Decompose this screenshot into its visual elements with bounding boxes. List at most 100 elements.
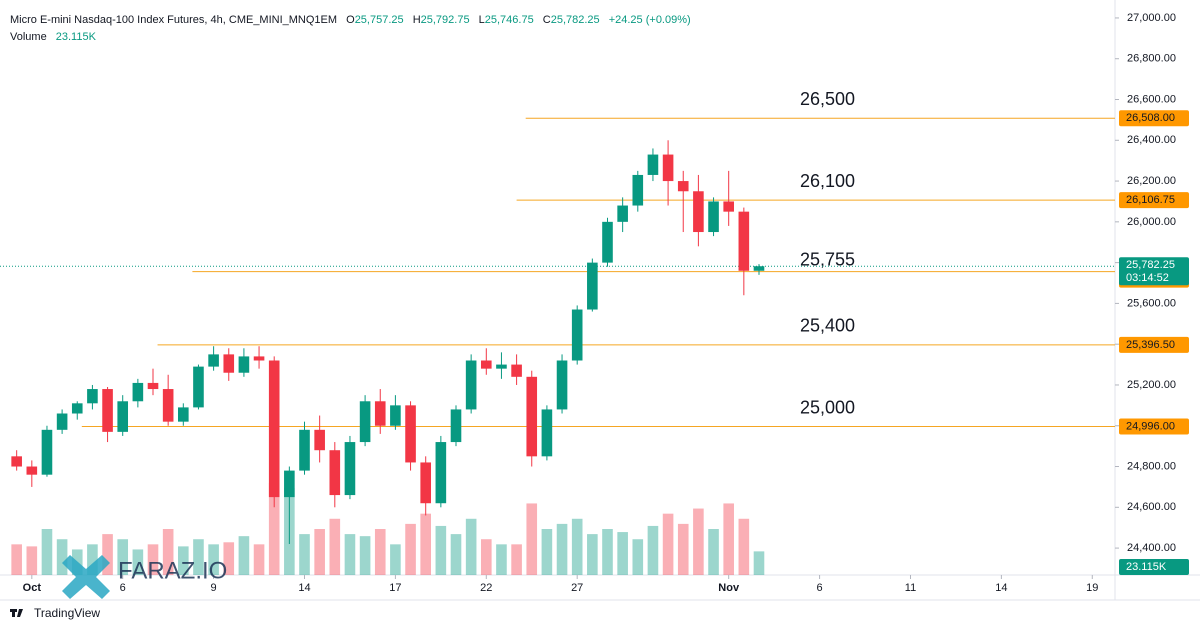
volume-bar	[587, 534, 598, 575]
volume-bar	[147, 544, 159, 575]
candle-body	[253, 356, 265, 361]
volume-bar	[617, 532, 628, 575]
volume-bar	[602, 529, 613, 575]
volume-bar	[480, 539, 492, 575]
candle-body	[359, 401, 371, 443]
candle-body	[465, 360, 477, 410]
candle-body	[56, 413, 68, 430]
candle-body	[162, 389, 174, 422]
volume-bar	[208, 544, 219, 575]
volume-bar	[117, 539, 129, 575]
level-text: 25,000	[800, 397, 855, 417]
candle-body	[738, 211, 750, 271]
last-price-badge: 25,782.25	[1126, 259, 1175, 271]
candle-body	[556, 360, 568, 410]
level-text: 25,755	[800, 249, 855, 269]
candle-body	[677, 181, 689, 192]
x-tick-label: 19	[1086, 582, 1098, 594]
symbol: Micro E-mini Nasdaq-100 Index Futures, 4…	[10, 14, 338, 26]
y-tick-label: 26,800.00	[1127, 53, 1176, 65]
candle-body	[11, 456, 22, 467]
volume-bar	[647, 525, 659, 575]
candle-body	[71, 403, 83, 414]
candle-body	[617, 205, 628, 222]
last-price-badge-bg	[1119, 257, 1189, 286]
header: Micro E-mini Nasdaq-100 Index Futures, 4…	[10, 14, 691, 26]
volume-bar	[87, 544, 98, 575]
volume-bar	[102, 534, 113, 575]
volume-bar	[662, 513, 674, 575]
candle-body	[405, 405, 416, 463]
volume-bar	[253, 544, 265, 575]
volume-bar	[723, 503, 734, 575]
candle-body	[223, 354, 235, 373]
volume-bar	[238, 536, 250, 575]
candle-body	[208, 354, 219, 367]
ohlc-value: 25,757.25	[354, 14, 404, 26]
volume-bar	[450, 534, 462, 575]
volume-bar	[268, 483, 280, 575]
candle-body	[26, 466, 38, 475]
footer-text: TradingView	[34, 606, 100, 620]
x-tick-label: Oct	[23, 582, 42, 594]
candle-body	[117, 401, 129, 432]
volume-bar	[11, 544, 22, 575]
level-badge-bg	[1119, 110, 1189, 127]
candle-body	[647, 154, 659, 175]
level-text: 25,400	[800, 316, 855, 336]
volume-bar	[708, 529, 719, 575]
level-text: 26,500	[800, 89, 855, 109]
y-tick-label: 25,200.00	[1127, 379, 1176, 391]
candle-body	[723, 201, 734, 212]
x-tick-label: 11	[905, 582, 916, 594]
y-tick-label: 27,000.00	[1127, 12, 1176, 24]
candle-body	[662, 154, 674, 182]
candle-body	[193, 366, 204, 408]
volume-bar	[526, 503, 538, 575]
candle-body	[41, 429, 53, 475]
volume-bar	[329, 518, 341, 575]
ohlc-key: L	[478, 14, 485, 26]
y-tick-label: 26,200.00	[1127, 175, 1176, 187]
x-tick-label: 9	[211, 582, 217, 594]
level-badge: 26,106.75	[1126, 194, 1175, 206]
x-tick-label: 14	[298, 582, 310, 594]
x-tick-label: 27	[571, 582, 583, 594]
volume-bar	[405, 523, 416, 575]
volume-bar	[223, 542, 235, 575]
candle-body	[314, 429, 325, 451]
level-text: 26,100	[800, 171, 855, 191]
x-tick-label: 14	[995, 582, 1007, 594]
y-tick-label: 26,600.00	[1127, 93, 1176, 105]
x-tick-label: 17	[389, 582, 401, 594]
level-badge-bg	[1119, 418, 1189, 435]
candle-body	[708, 201, 719, 233]
candle-body	[147, 382, 159, 390]
y-tick-label: 26,400.00	[1127, 134, 1176, 146]
volume-bar	[56, 539, 68, 575]
candle-body	[632, 174, 644, 206]
ohlc-value: 25,792.75	[420, 14, 470, 26]
volume-bar	[420, 513, 432, 575]
volume-bar	[677, 523, 689, 575]
ohlc-value: 25,782.25	[550, 14, 600, 26]
candle-body	[102, 389, 113, 432]
volume-badge-bg	[1119, 559, 1189, 575]
volume-bar	[314, 529, 325, 575]
x-tick-label: 6	[817, 582, 823, 594]
level-badge-bg	[1119, 192, 1189, 209]
candle-body	[753, 266, 765, 271]
candle-body	[178, 407, 189, 422]
y-tick-label: 26,000.00	[1127, 216, 1176, 228]
volume-badge: 23.115K	[1126, 561, 1167, 573]
countdown: 03:14:52	[1126, 272, 1169, 284]
candle-body	[390, 405, 401, 426]
candle-body	[299, 429, 310, 471]
volume-bar	[132, 549, 144, 575]
x-tick-label: 6	[120, 582, 126, 594]
volume-bar	[178, 546, 189, 575]
candle-body	[587, 262, 598, 310]
y-tick-label: 24,600.00	[1127, 501, 1176, 513]
volume-key: Volume	[10, 31, 47, 43]
volume-bar	[632, 539, 644, 575]
